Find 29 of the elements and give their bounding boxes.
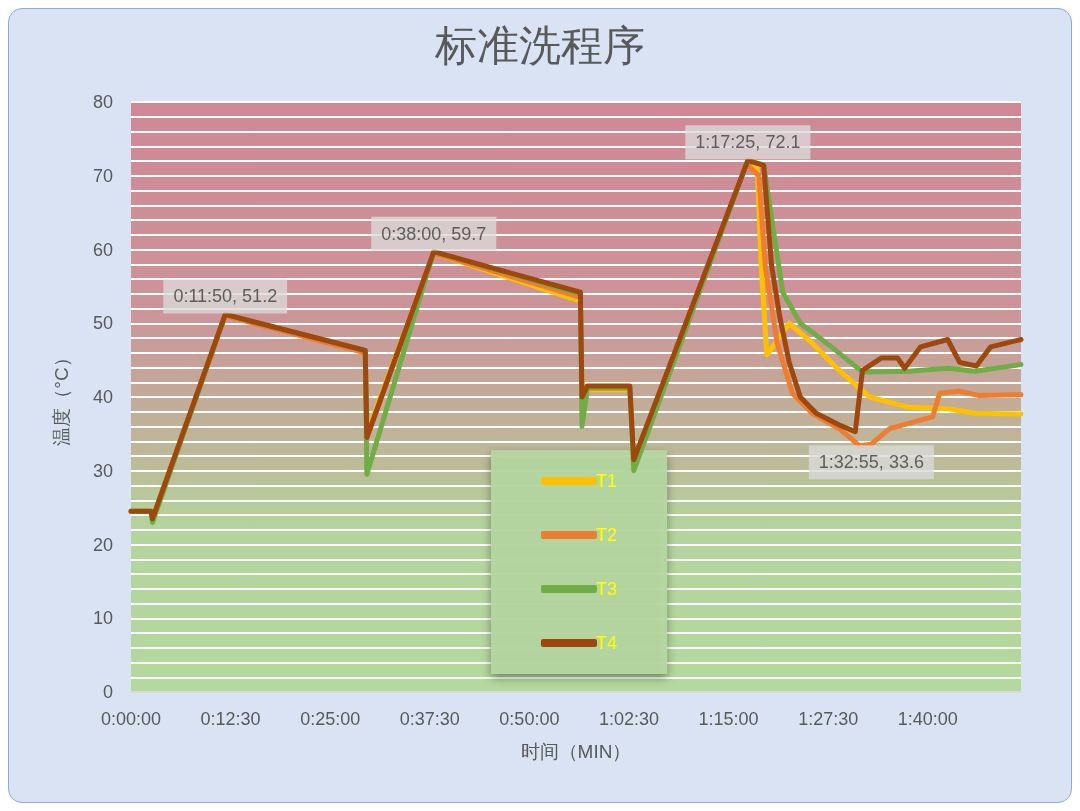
y-tick-label: 50 <box>92 313 113 334</box>
x-tick-label: 0:12:30 <box>200 709 261 729</box>
x-axis-title: 时间（MIN） <box>520 741 632 762</box>
x-tick-label: 1:15:00 <box>698 709 759 729</box>
x-tick-label: 1:40:00 <box>897 709 958 729</box>
y-tick-label: 20 <box>92 534 113 555</box>
annotation: 0:38:00, 59.7 <box>381 223 487 244</box>
x-tick-label: 0:37:30 <box>399 709 460 729</box>
x-tick-label: 1:27:30 <box>798 709 859 729</box>
x-tick-label: 0:50:00 <box>499 709 560 729</box>
annotation: 1:32:55, 33.6 <box>818 452 924 473</box>
y-tick-label: 40 <box>92 387 113 407</box>
annotation: 1:17:25, 72.1 <box>695 132 801 153</box>
y-tick-label: 70 <box>92 165 113 186</box>
y-tick-label: 0 <box>102 682 113 702</box>
x-tick-label: 0:00:00 <box>100 709 162 729</box>
y-tick-label: 30 <box>92 460 113 481</box>
y-tick-label: 10 <box>92 608 113 629</box>
legend-label: T4 <box>596 633 618 653</box>
legend-label: T2 <box>596 525 618 545</box>
legend-label: T3 <box>596 579 618 599</box>
x-tick-label: 1:02:30 <box>598 709 660 729</box>
y-axis-title: 温度（°C） <box>51 348 72 446</box>
y-tick-label: 60 <box>92 239 113 260</box>
x-tick-label: 0:25:00 <box>300 709 361 729</box>
chart-title: 标准洗程序 <box>434 20 645 70</box>
legend-label: T1 <box>596 471 618 491</box>
y-tick-label: 80 <box>92 92 113 112</box>
annotation: 0:11:50, 51.2 <box>173 286 278 307</box>
